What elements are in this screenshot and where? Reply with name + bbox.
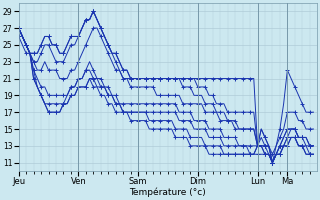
X-axis label: Température (°c): Température (°c) xyxy=(130,188,206,197)
